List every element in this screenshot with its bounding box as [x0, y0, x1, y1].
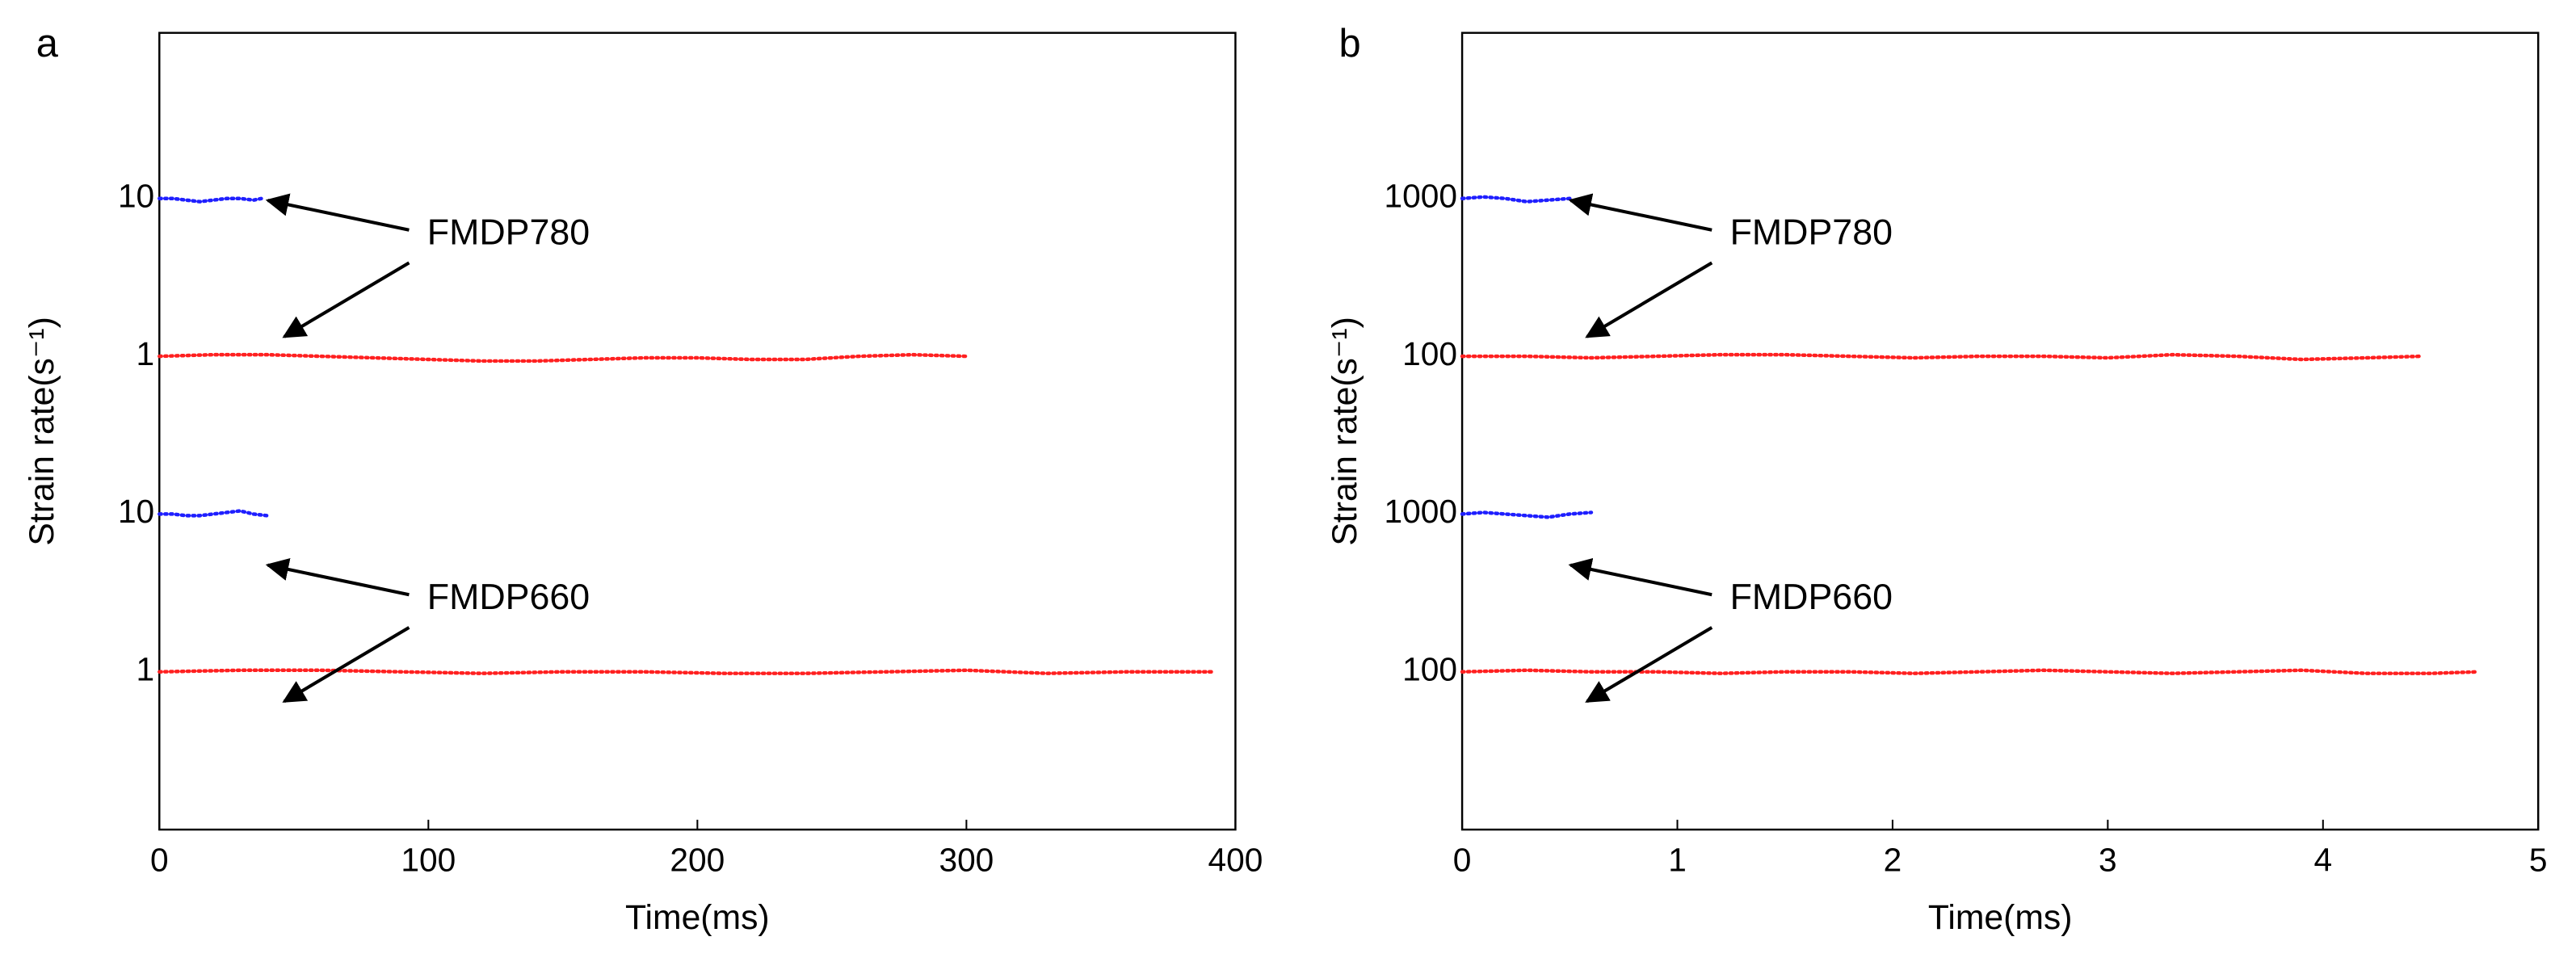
x-tick-label: 200	[670, 841, 725, 878]
x-tick-label: 0	[1453, 841, 1472, 878]
x-tick-label: 4	[2313, 841, 2332, 878]
arrow	[1568, 193, 1712, 232]
arrow	[1585, 626, 1713, 704]
annotation: FMDP660	[1730, 577, 1893, 617]
plot-frame	[158, 32, 1237, 831]
annotation: FMDP660	[427, 577, 590, 617]
x-tick-label: 0	[150, 841, 169, 878]
data-line	[158, 196, 264, 204]
data-line	[1460, 510, 1594, 519]
arrow	[1585, 261, 1713, 338]
data-line	[1460, 195, 1572, 204]
arrow	[282, 626, 410, 704]
x-axis-title: Time(ms)	[1928, 898, 2073, 937]
x-tick-label: 100	[401, 841, 456, 878]
y-tick-label: 1000	[1385, 178, 1457, 215]
y-tick-label: 10	[118, 493, 154, 530]
y-tick-label: 1	[137, 335, 155, 372]
y-tick-label: 10	[118, 178, 154, 215]
y-tick-label: 100	[1402, 335, 1457, 372]
y-tick-label: 1	[137, 650, 155, 687]
x-tick-label: 300	[939, 841, 994, 878]
x-tick-label: 5	[2529, 841, 2548, 878]
y-tick-label: 100	[1402, 650, 1457, 687]
data-line	[158, 668, 1217, 675]
annotation: FMDP780	[1730, 212, 1893, 253]
panel-label: a	[36, 22, 59, 65]
y-axis-title: Strain rate(s⁻¹)	[1326, 317, 1364, 545]
plot-frame	[1460, 32, 2540, 831]
arrow	[282, 261, 410, 338]
x-tick-label: 1	[1668, 841, 1687, 878]
data-line	[1460, 352, 2422, 362]
x-tick-label: 400	[1208, 841, 1263, 878]
data-line	[1460, 668, 2480, 675]
data-line	[158, 509, 269, 518]
x-tick-label: 2	[1884, 841, 1902, 878]
x-tick-label: 3	[2099, 841, 2117, 878]
annotation: FMDP780	[427, 212, 590, 253]
arrow	[1568, 557, 1712, 597]
y-tick-label: 1000	[1385, 493, 1457, 530]
x-axis-title: Time(ms)	[625, 898, 770, 937]
panel-label: b	[1339, 22, 1361, 65]
data-line	[158, 352, 969, 363]
y-axis-title: Strain rate(s⁻¹)	[23, 317, 61, 545]
arrow	[265, 193, 410, 232]
arrow	[265, 557, 410, 597]
